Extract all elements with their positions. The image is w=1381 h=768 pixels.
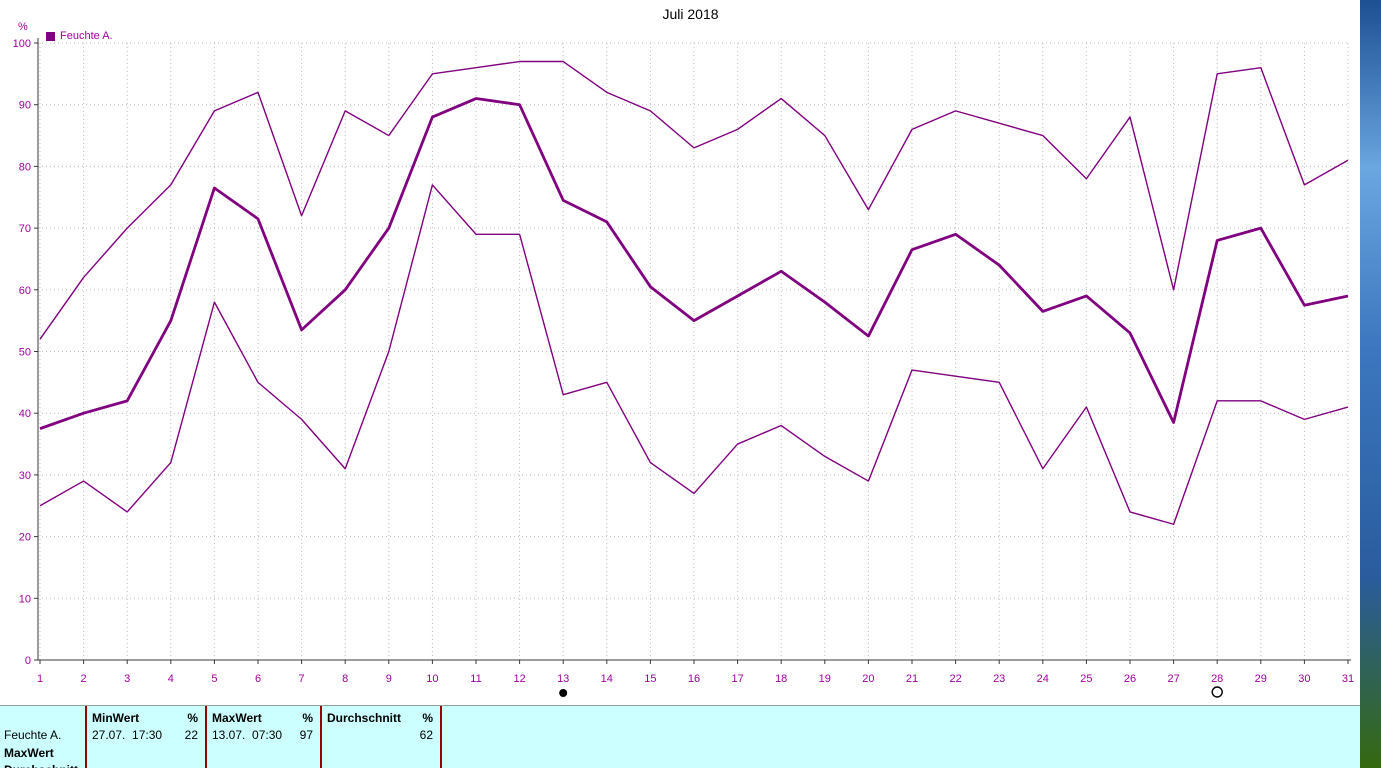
x-tick-label: 11: [470, 673, 481, 685]
x-tick-label: 26: [1124, 673, 1136, 685]
header-durchschnitt: Durchschnitt: [327, 711, 402, 725]
x-tick-label: 13: [557, 673, 569, 685]
filled-day-marker[interactable]: [559, 689, 568, 697]
header-min-pct: %: [187, 711, 198, 725]
y-tick-label: 90: [19, 100, 31, 112]
max-datetime: 13.07. 07:30: [212, 728, 283, 742]
header-minwert: MinWert: [92, 711, 140, 725]
x-tick-label: 12: [513, 673, 525, 685]
table-divider: [85, 706, 87, 768]
header-maxwert: MaxWert: [212, 711, 262, 725]
row-label-feuchte: Feuchte A.: [4, 728, 62, 742]
x-tick-label: 4: [168, 673, 174, 685]
x-tick-label: 23: [993, 673, 1005, 685]
header-avg-pct: %: [422, 711, 433, 725]
table-divider: [320, 706, 322, 768]
durchschnitt-line: [39, 97, 1349, 430]
x-tick-label: 28: [1211, 673, 1223, 685]
x-tick-label: 22: [949, 673, 961, 685]
open-day-marker[interactable]: [1211, 686, 1223, 698]
x-tick-label: 18: [775, 673, 787, 685]
desktop-background-strip: [1360, 0, 1381, 768]
x-tick-label: 8: [342, 673, 348, 685]
y-tick-label: 10: [19, 593, 31, 605]
table-divider: [440, 706, 442, 768]
x-tick-label: 9: [386, 673, 392, 685]
chart-title: Juli 2018: [662, 6, 719, 22]
stats-table: MinWert % MaxWert % Durchschnitt % Feuch…: [0, 705, 1360, 768]
x-tick-label: 7: [299, 673, 305, 685]
min-datetime: 27.07. 17:30: [92, 728, 163, 742]
y-tick-label: 80: [19, 161, 31, 173]
x-tick-label: 27: [1167, 673, 1179, 685]
legend: Feuchte A.: [46, 30, 113, 42]
y-tick-label: 30: [19, 470, 31, 482]
x-tick-label: 2: [81, 673, 87, 685]
y-tick-label: 20: [19, 532, 31, 544]
x-tick-label: 25: [1080, 673, 1092, 685]
y-tick-label: 60: [19, 285, 31, 297]
x-tick-label: 20: [862, 673, 874, 685]
x-tick-label: 29: [1255, 673, 1267, 685]
x-tick-label: 3: [124, 673, 130, 685]
legend-swatch-icon: [46, 31, 55, 41]
x-tick-label: 30: [1298, 673, 1310, 685]
header-max-pct: %: [302, 711, 313, 725]
x-tick-label: 16: [688, 673, 700, 685]
y-axis-unit-label: %: [18, 21, 28, 33]
x-tick-label: 15: [644, 673, 656, 685]
x-tick-label: 5: [211, 673, 217, 685]
y-tick-label: 50: [19, 347, 31, 359]
x-tick-label: 31: [1342, 673, 1354, 685]
x-tick-label: 24: [1037, 673, 1049, 685]
min-value: 22: [184, 728, 198, 742]
avg-value: 62: [419, 728, 433, 742]
x-tick-label: 21: [906, 673, 918, 685]
max-value: 97: [299, 728, 313, 742]
maxwert-line: [39, 60, 1349, 340]
x-tick-label: 19: [819, 673, 831, 685]
y-tick-label: 100: [13, 38, 31, 50]
table-divider: [205, 706, 207, 768]
x-tick-label: 10: [426, 673, 438, 685]
x-tick-label: 17: [731, 673, 743, 685]
y-tick-label: 0: [25, 655, 31, 667]
row-label-maxwert: MaxWert: [4, 746, 54, 760]
minwert-line: [39, 184, 1349, 525]
row-label-durchschnitt: Durchschnitt: [4, 763, 78, 768]
y-tick-label: 70: [19, 223, 31, 235]
legend-label: Feuchte A.: [60, 30, 113, 42]
x-tick-label: 1: [37, 673, 43, 685]
y-tick-label: 40: [19, 408, 31, 420]
x-tick-label: 6: [255, 673, 261, 685]
x-tick-label: 14: [601, 673, 613, 685]
